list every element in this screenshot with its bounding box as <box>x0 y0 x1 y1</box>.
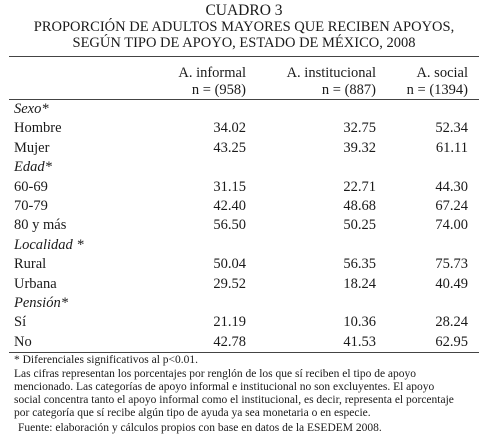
value-cell: 10.36 <box>343 314 376 331</box>
value-cell: 61.11 <box>435 139 468 156</box>
value-cell: 67.24 <box>435 198 468 215</box>
value-cell: 56.50 <box>213 217 246 234</box>
row-label: Mujer <box>14 139 50 156</box>
value-cell: 56.35 <box>343 256 376 273</box>
row-label: 70-79 <box>14 198 48 215</box>
section-header-row: Sexo* <box>8 100 480 119</box>
value-cell: 50.25 <box>343 217 376 234</box>
column-n-informal: n = (958) <box>191 82 246 98</box>
significance-note: * Diferenciales significativos al p<0.01… <box>14 354 199 367</box>
value-cell: 29.52 <box>213 275 246 292</box>
table-row: Sí 21.19 10.36 28.24 <box>8 313 480 332</box>
explanation-note-line-2: mencionado. Las categorías de apoyo info… <box>14 380 435 393</box>
row-label: No <box>14 333 32 350</box>
table-row: Urbana 29.52 18.24 40.49 <box>8 275 480 294</box>
table-row: No 42.78 41.53 62.95 <box>8 333 480 352</box>
section-title: Sexo* <box>14 101 49 117</box>
value-cell: 32.75 <box>343 120 376 137</box>
explanation-note-line-3: social concentra tanto el apoyo informal… <box>14 394 454 407</box>
value-cell: 40.49 <box>435 275 468 292</box>
value-cell: 28.24 <box>435 314 468 331</box>
explanation-note-line-1: Las cifras representan los porcentajes p… <box>14 367 417 380</box>
column-n-social: n = (1394) <box>406 82 468 98</box>
section-header-row: Pensión* <box>8 294 480 313</box>
table-notes: * Diferenciales significativos al p<0.01… <box>8 354 480 435</box>
bottom-rule <box>9 352 479 354</box>
section-header-row: Edad* <box>8 158 480 177</box>
value-cell: 39.32 <box>343 139 376 156</box>
header-rule <box>9 99 479 100</box>
table-row: Rural 50.04 56.35 75.73 <box>8 255 480 274</box>
column-header-social: A. social <box>416 65 468 81</box>
explanation-note-line-4: por categoría que sí recibe algún tipo d… <box>14 407 371 420</box>
source-note: Fuente: elaboración y cálculos propios c… <box>18 421 382 434</box>
value-cell: 42.40 <box>213 198 246 215</box>
row-label: 60-69 <box>14 178 48 195</box>
row-label: 80 y más <box>14 217 67 234</box>
value-cell: 18.24 <box>343 275 376 292</box>
column-n-institucional: n = (887) <box>321 82 376 98</box>
table-caption: CUADRO 3 <box>205 2 283 19</box>
value-cell: 43.25 <box>213 139 246 156</box>
value-cell: 34.02 <box>213 120 246 137</box>
table-row: Mujer 43.25 39.32 61.11 <box>8 139 480 158</box>
column-header-institucional: A. institucional <box>286 65 376 81</box>
section-title: Edad* <box>14 159 52 176</box>
table-row: 70-79 42.40 48.68 67.24 <box>8 197 480 216</box>
value-cell: 21.19 <box>213 314 246 331</box>
table-row: 80 y más 56.50 50.25 74.00 <box>8 216 480 235</box>
value-cell: 74.00 <box>435 217 468 234</box>
value-cell: 50.04 <box>213 256 246 273</box>
value-cell: 42.78 <box>213 333 246 350</box>
column-header-informal: A. informal <box>178 65 246 81</box>
value-cell: 52.34 <box>435 120 468 137</box>
table-row: 60-69 31.15 22.71 44.30 <box>8 178 480 197</box>
table-row: Hombre 34.02 32.75 52.34 <box>8 119 480 138</box>
row-label: Hombre <box>14 120 62 137</box>
value-cell: 75.73 <box>435 256 468 273</box>
row-label: Sí <box>14 314 27 331</box>
row-label: Urbana <box>14 275 57 292</box>
table-header: A. informal A. institucional A. social n… <box>8 57 480 99</box>
table-body: Sexo* Hombre 34.02 32.75 52.34 Mujer 43.25 39.3… <box>8 100 480 352</box>
value-cell: 48.68 <box>343 198 376 215</box>
section-title: Localidad * <box>14 236 84 253</box>
table-figure: CUADRO 3 PROPORCIÓN DE ADULTOS MAYORES Q… <box>8 2 480 435</box>
section-title: Pensión* <box>14 295 68 312</box>
top-rule <box>9 56 479 57</box>
value-cell: 44.30 <box>435 178 468 195</box>
value-cell: 22.71 <box>343 178 376 195</box>
value-cell: 62.95 <box>435 333 468 350</box>
value-cell: 41.53 <box>343 333 376 350</box>
section-header-row: Localidad * <box>8 236 480 255</box>
value-cell: 31.15 <box>213 178 246 195</box>
table-title-line-1: PROPORCIÓN DE ADULTOS MAYORES QUE RECIBE… <box>33 19 455 35</box>
row-label: Rural <box>14 256 47 273</box>
table-title-line-2: SEGÚN TIPO DE APOYO, ESTADO DE MÉXICO, 2… <box>72 35 416 51</box>
